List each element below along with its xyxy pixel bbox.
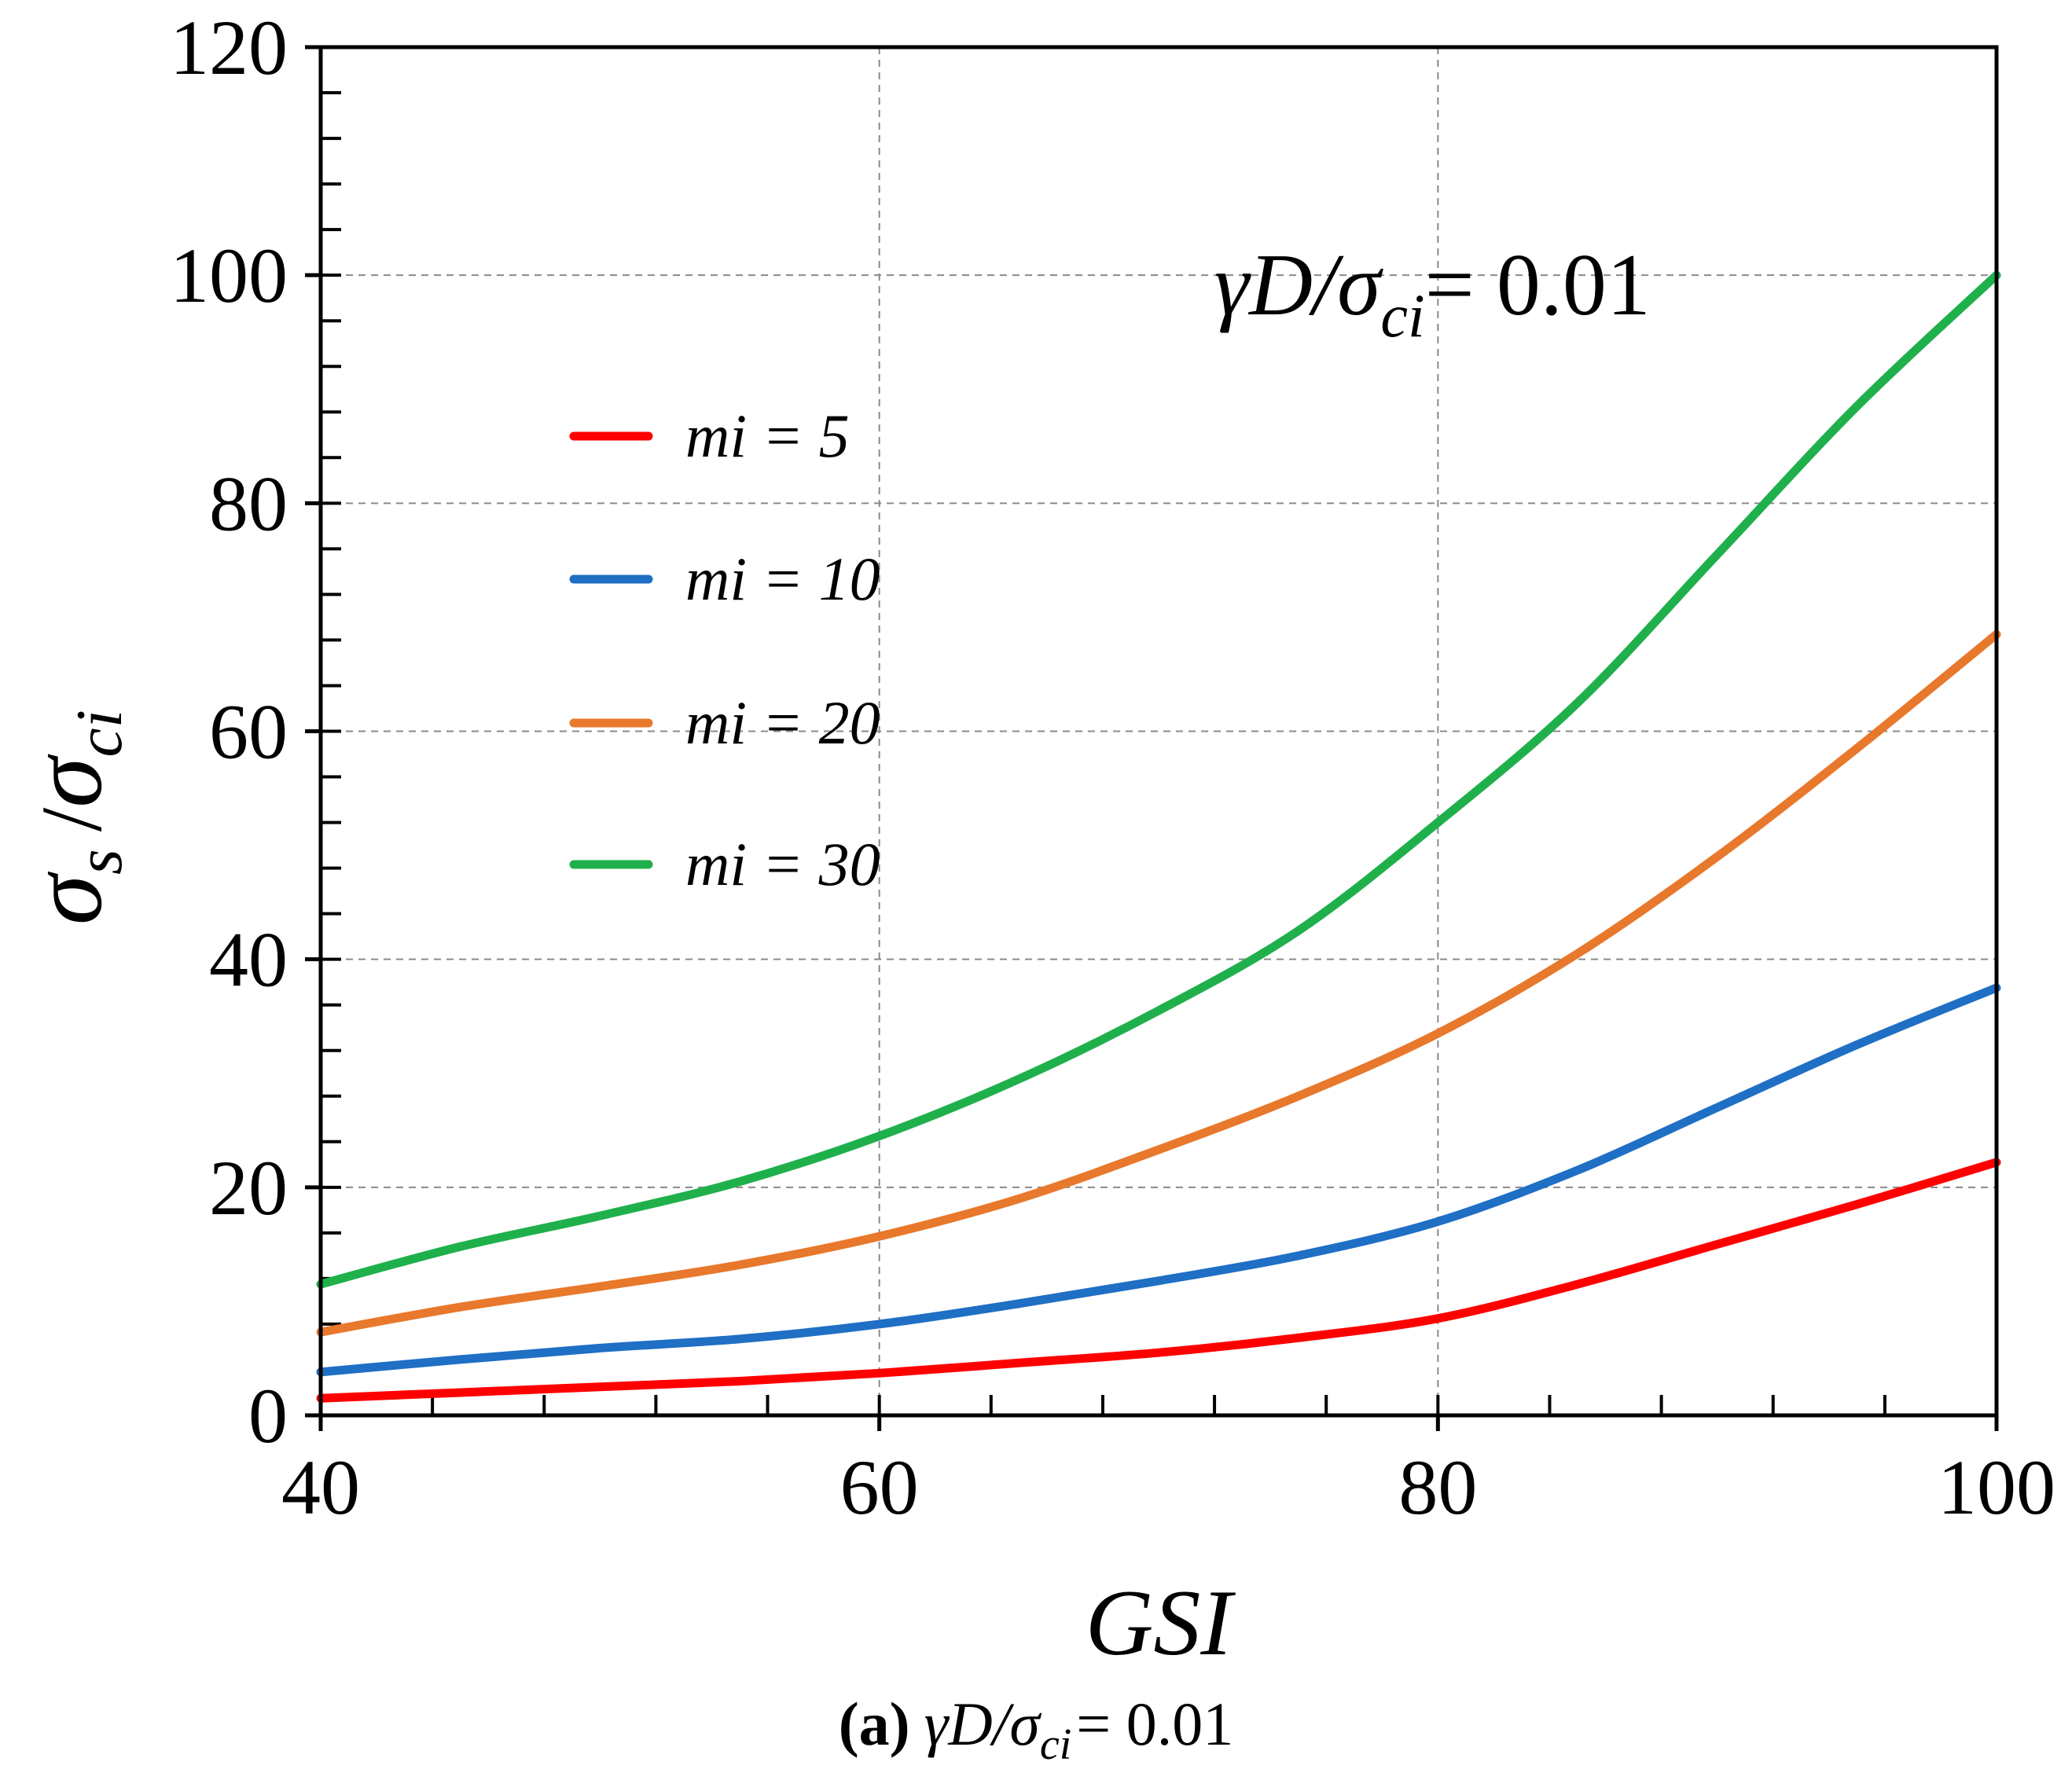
y-tick-label: 40: [209, 916, 288, 1004]
grid: [321, 47, 1997, 1415]
y-axis-title: σs/σci: [10, 710, 136, 925]
x-axis-ticks: 40 60 80 100: [281, 1415, 2055, 1531]
y-tick-label: 80: [209, 460, 288, 547]
parameter-annotation: γD/σci= 0.01: [1214, 237, 1651, 350]
y-tick-label: 60: [209, 688, 288, 776]
x-tick-label: 80: [1398, 1444, 1477, 1531]
legend-label-mi-30: mi = 30: [685, 830, 880, 898]
y-tick-label: 0: [248, 1372, 288, 1459]
legend-label-mi-20: mi = 20: [685, 688, 880, 757]
y-title-sigma-2: σ: [10, 754, 123, 808]
figure-caption: (a) γD/σci= 0.01: [839, 1690, 1234, 1769]
y-axis-ticks: 0 20 40 60 80 100 120: [170, 4, 321, 1459]
caption-label: (a): [839, 1690, 910, 1758]
legend-label-mi-10: mi = 10: [685, 545, 880, 613]
y-title-sub-ci: ci: [63, 710, 136, 758]
legend: mi = 5 mi = 10 mi = 20 mi = 30: [569, 402, 880, 898]
y-title-sub-s: s: [63, 849, 136, 875]
annotation-main: γD/σ: [1214, 237, 1383, 334]
caption-subscript: ci: [1040, 1720, 1071, 1769]
y-title-sigma: σ: [10, 871, 123, 925]
y-tick-label: 120: [170, 4, 288, 91]
x-tick-label: 100: [1938, 1444, 2055, 1531]
x-tick-label: 60: [840, 1444, 919, 1531]
series-line-mi-5: [316, 1158, 2001, 1403]
x-tick-label: 40: [281, 1444, 360, 1531]
x-axis-title: GSI: [1086, 1570, 1236, 1675]
series-lines: [316, 270, 2001, 1403]
series-line-mi-10: [316, 983, 2001, 1377]
annotation-subscript: ci: [1380, 281, 1424, 350]
legend-label-mi-5: mi = 5: [685, 402, 850, 470]
y-title-separator: /: [24, 807, 119, 831]
y-tick-label: 100: [170, 232, 288, 319]
series-line-mi-30: [316, 270, 2001, 1289]
series-line-mi-20: [316, 629, 2001, 1337]
y-tick-label: 20: [209, 1144, 288, 1231]
caption-value: = 0.01: [1076, 1690, 1233, 1758]
caption-main: γD/σ: [924, 1690, 1042, 1758]
annotation-value: = 0.01: [1425, 237, 1651, 334]
